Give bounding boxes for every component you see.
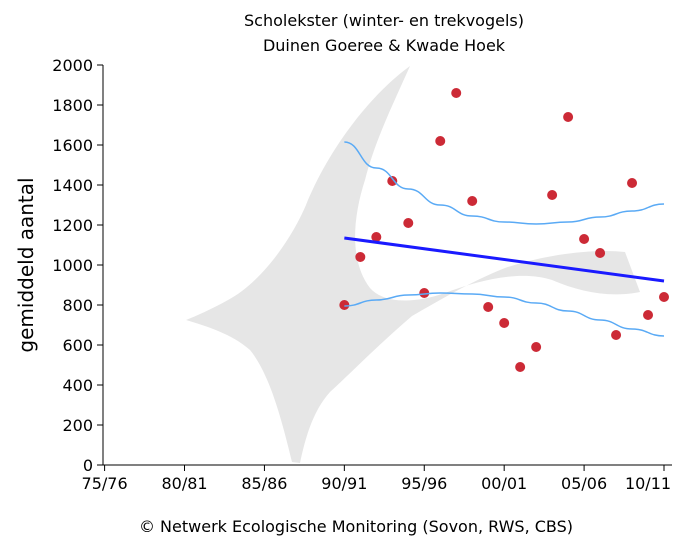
- y-tick-label: 800: [62, 296, 93, 315]
- data-point: [531, 342, 542, 352]
- data-point: [515, 362, 526, 372]
- y-tick-label: 1400: [52, 176, 93, 195]
- data-point: [659, 292, 670, 302]
- data-point: [419, 288, 430, 298]
- x-tick-label: 75/76: [82, 474, 128, 493]
- data-point: [547, 190, 558, 200]
- y-tick-label: 1000: [52, 256, 93, 275]
- data-point: [435, 136, 446, 146]
- x-tick-label: 05/06: [561, 474, 607, 493]
- data-point: [371, 232, 382, 242]
- data-point: [563, 112, 574, 122]
- y-tick-label: 200: [62, 416, 93, 435]
- lines-layer: [344, 141, 665, 337]
- y-tick-label: 1600: [52, 136, 93, 155]
- y-tick-label: 400: [62, 376, 93, 395]
- data-point: [467, 196, 478, 206]
- y-tick-label: 1200: [52, 216, 93, 235]
- x-tick-label: 80/81: [161, 474, 207, 493]
- data-point: [643, 310, 654, 320]
- y-tick-label: 600: [62, 336, 93, 355]
- y-ticks: 0 200 400 600 800 1000 1200 1400 1600 1800 2000: [52, 56, 103, 475]
- lower-band-line: [344, 292, 665, 337]
- chart-title: Scholekster (winter- en trekvogels): [244, 11, 524, 30]
- bird-silhouette-icon: [186, 66, 640, 463]
- footer-copyright: © Netwerk Ecologische Monitoring (Sovon,…: [139, 517, 573, 536]
- y-tick-label: 1800: [52, 96, 93, 115]
- x-tick-label: 95/96: [401, 474, 447, 493]
- x-ticks: 75/76 80/81 85/86 90/91 95/96 00/01 05/06 10/11: [82, 465, 671, 493]
- data-point: [451, 88, 462, 98]
- x-tick-label: 90/91: [321, 474, 367, 493]
- data-point: [355, 252, 366, 262]
- x-tick-label: 85/86: [241, 474, 287, 493]
- y-tick-label: 0: [83, 456, 93, 475]
- trend-line: [344, 236, 665, 283]
- data-point: [339, 300, 350, 310]
- data-point: [387, 176, 398, 186]
- data-point: [403, 218, 414, 228]
- y-tick-label: 2000: [52, 56, 93, 75]
- data-point: [627, 178, 638, 188]
- points-layer: [339, 88, 670, 372]
- data-point: [499, 318, 510, 328]
- data-point: [579, 234, 590, 244]
- y-axis-label: gemiddeld aantal: [14, 177, 38, 352]
- data-point: [611, 330, 622, 340]
- data-point: [483, 302, 494, 312]
- data-point: [595, 248, 606, 258]
- x-tick-label: 10/11: [625, 474, 671, 493]
- x-tick-label: 00/01: [481, 474, 527, 493]
- chart-subtitle: Duinen Goeree & Kwade Hoek: [263, 36, 506, 55]
- upper-band-line: [344, 141, 665, 225]
